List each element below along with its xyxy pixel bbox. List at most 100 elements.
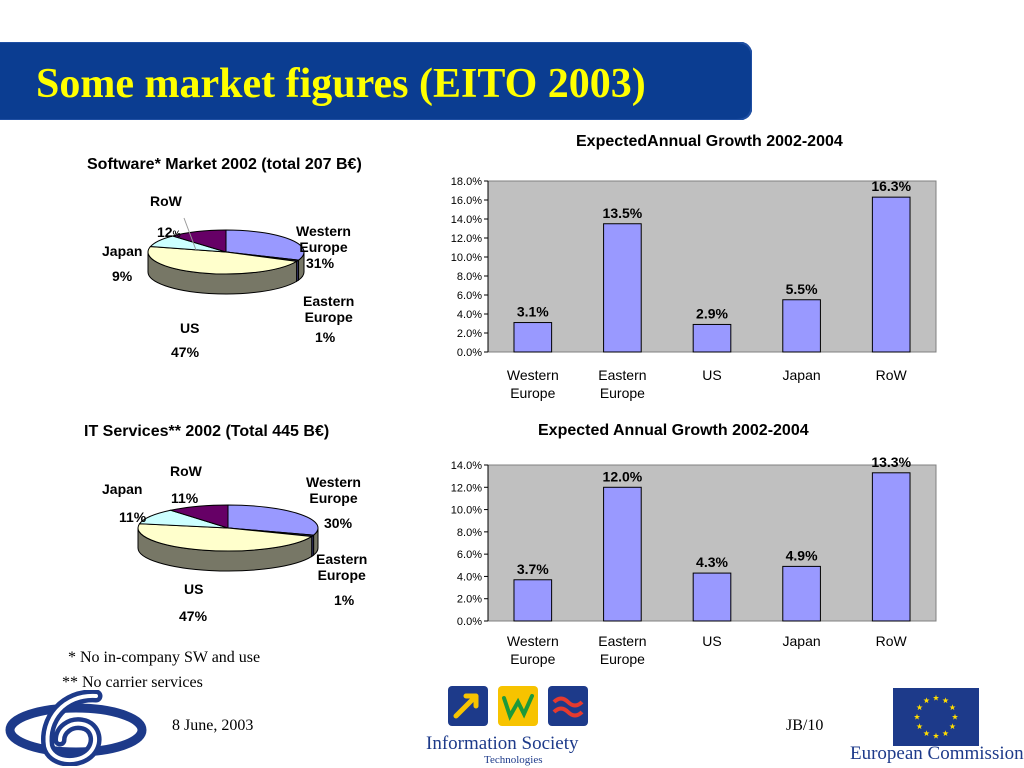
bar-us [692, 572, 732, 622]
eu-flag-star [949, 723, 956, 730]
pie-slice-western-europe [227, 504, 319, 536]
pie-slice-row [168, 504, 229, 529]
eu-flag-star [923, 697, 930, 704]
data-label-row: 16.3% [871, 178, 911, 194]
pie-chart-1-title: Software* Market 2002 (total 207 B€) [87, 156, 362, 173]
pie2-value-eastern-europe: 1% [334, 592, 355, 608]
bar-row [871, 472, 911, 622]
pie-slice-western-europe [225, 229, 305, 261]
footnote-software: * No in-company SW and use [68, 649, 261, 666]
european-commission-text: European Commission [850, 743, 1024, 764]
y-tick-label: 4.0% [457, 571, 482, 583]
pie2-value-row: 11% [171, 490, 199, 506]
it-services-pie-chart [137, 504, 319, 572]
pie1-value-eastern-europe: 1% [315, 329, 336, 345]
software-growth-bar-chart: 0.0% 2.0% 4.0% 6.0% 8.0% 10.0% 12.0% 14.0% 16.0%… [451, 176, 937, 401]
bar-western-europe [513, 579, 553, 622]
fp6-logo-icon [5, 690, 147, 766]
category-label-western-europe: Europe [510, 385, 555, 401]
bar-us [692, 323, 732, 353]
footer-page-number: JB/10 [786, 717, 824, 734]
y-tick-label: 4.0% [457, 309, 482, 321]
pie2-label-us: US [184, 581, 204, 597]
eu-flag-star [916, 704, 923, 711]
pie2-label-western-europe: Western Europe [306, 474, 361, 506]
category-label-eastern-europe: Europe [600, 651, 645, 667]
it-services-growth-bar-chart: 0.0% 2.0% 4.0% 6.0% 8.0% 10.0% 12.0% 14.0% 3.7% W… [451, 454, 937, 667]
eu-flag-star [942, 697, 949, 704]
bar-eastern-europe [603, 486, 642, 622]
data-label-western-europe: 3.7% [517, 561, 549, 577]
eu-flag-star [949, 704, 956, 711]
data-label-eastern-europe: 13.5% [603, 205, 643, 221]
pie1-value-row: 12% [157, 224, 181, 240]
pie1-value-western-europe: 31% [306, 255, 335, 271]
category-label-western-europe: Europe [510, 651, 555, 667]
pie2-label-eastern-europe: Eastern Europe [316, 551, 368, 583]
y-tick-label: 0.0% [457, 616, 482, 628]
category-label-row: RoW [876, 633, 908, 649]
category-label-eastern-europe: Eastern [598, 633, 646, 649]
y-tick-label: 6.0% [457, 549, 482, 561]
eu-flag-star [913, 713, 921, 720]
y-tick-label: 6.0% [457, 290, 482, 302]
bar-eastern-europe [603, 223, 642, 353]
software-market-pie-chart [147, 217, 305, 295]
category-label-us: US [702, 367, 721, 383]
pie1-value-us: 47% [171, 344, 200, 360]
data-label-us: 2.9% [696, 305, 728, 321]
ist-logo-subtext: Technologies [484, 754, 543, 766]
eu-flag-star [942, 730, 949, 737]
category-label-western-europe: Western [507, 633, 559, 649]
y-tick-label: 2.0% [457, 328, 482, 340]
eu-flag-star [916, 723, 923, 730]
pie1-label-us: US [180, 320, 200, 336]
pie-slice-us [137, 523, 314, 552]
bar-japan [782, 299, 821, 353]
y-tick-label: 8.0% [457, 527, 482, 539]
y-tick-label: 18.0% [451, 176, 482, 188]
data-label-japan: 4.9% [786, 547, 818, 563]
pie2-label-japan: Japan [102, 481, 143, 497]
pie1-label-eastern-europe: Eastern Europe [303, 293, 355, 325]
ist-logo-text: Information Society [426, 733, 579, 754]
bar-western-europe [513, 322, 553, 353]
y-tick-label: 12.0% [451, 482, 482, 494]
bar-chart-1-title: ExpectedAnnual Growth 2002-2004 [576, 133, 843, 150]
pie-slice-us [147, 246, 299, 275]
data-label-japan: 5.5% [786, 281, 818, 297]
category-label-eastern-europe: Eastern [598, 367, 646, 383]
eu-flag-star [951, 713, 959, 720]
pie2-value-japan: 11% [119, 509, 147, 525]
category-label-eastern-europe: Europe [600, 385, 645, 401]
data-label-eastern-europe: 12.0% [603, 468, 643, 484]
y-tick-label: 10.0% [451, 252, 482, 264]
eu-flag-star [932, 694, 940, 701]
bar-chart-2-title: Expected Annual Growth 2002-2004 [538, 422, 809, 439]
category-label-row: RoW [876, 367, 908, 383]
y-tick-label: 14.0% [451, 214, 482, 226]
title-banner [0, 42, 752, 120]
footnote-it-services: ** No carrier services [62, 674, 203, 691]
pie1-row-leader-line [183, 217, 197, 251]
y-tick-label: 12.0% [451, 233, 482, 245]
y-tick-label: 2.0% [457, 594, 482, 606]
pie-chart-2-title: IT Services** 2002 (Total 445 B€) [84, 423, 330, 440]
pie1-value-japan: 9% [112, 268, 133, 284]
category-label-japan: Japan [783, 633, 821, 649]
eu-flag-icon [893, 688, 979, 746]
bar-row [871, 196, 911, 353]
category-label-us: US [702, 633, 721, 649]
pie2-value-us: 47% [179, 608, 208, 624]
pie2-label-row: RoW [170, 463, 202, 479]
y-tick-label: 0.0% [457, 347, 482, 359]
slide-title: Some market figures (EITO 2003) [36, 61, 646, 107]
ist-logo-icon [448, 686, 588, 726]
category-label-japan: Japan [783, 367, 821, 383]
y-tick-label: 8.0% [457, 271, 482, 283]
data-label-western-europe: 3.1% [517, 304, 549, 320]
pie1-label-row: RoW [150, 193, 182, 209]
pie-slice-row [170, 229, 227, 253]
pie2-value-western-europe: 30% [324, 515, 353, 531]
eu-flag-star [923, 730, 930, 737]
